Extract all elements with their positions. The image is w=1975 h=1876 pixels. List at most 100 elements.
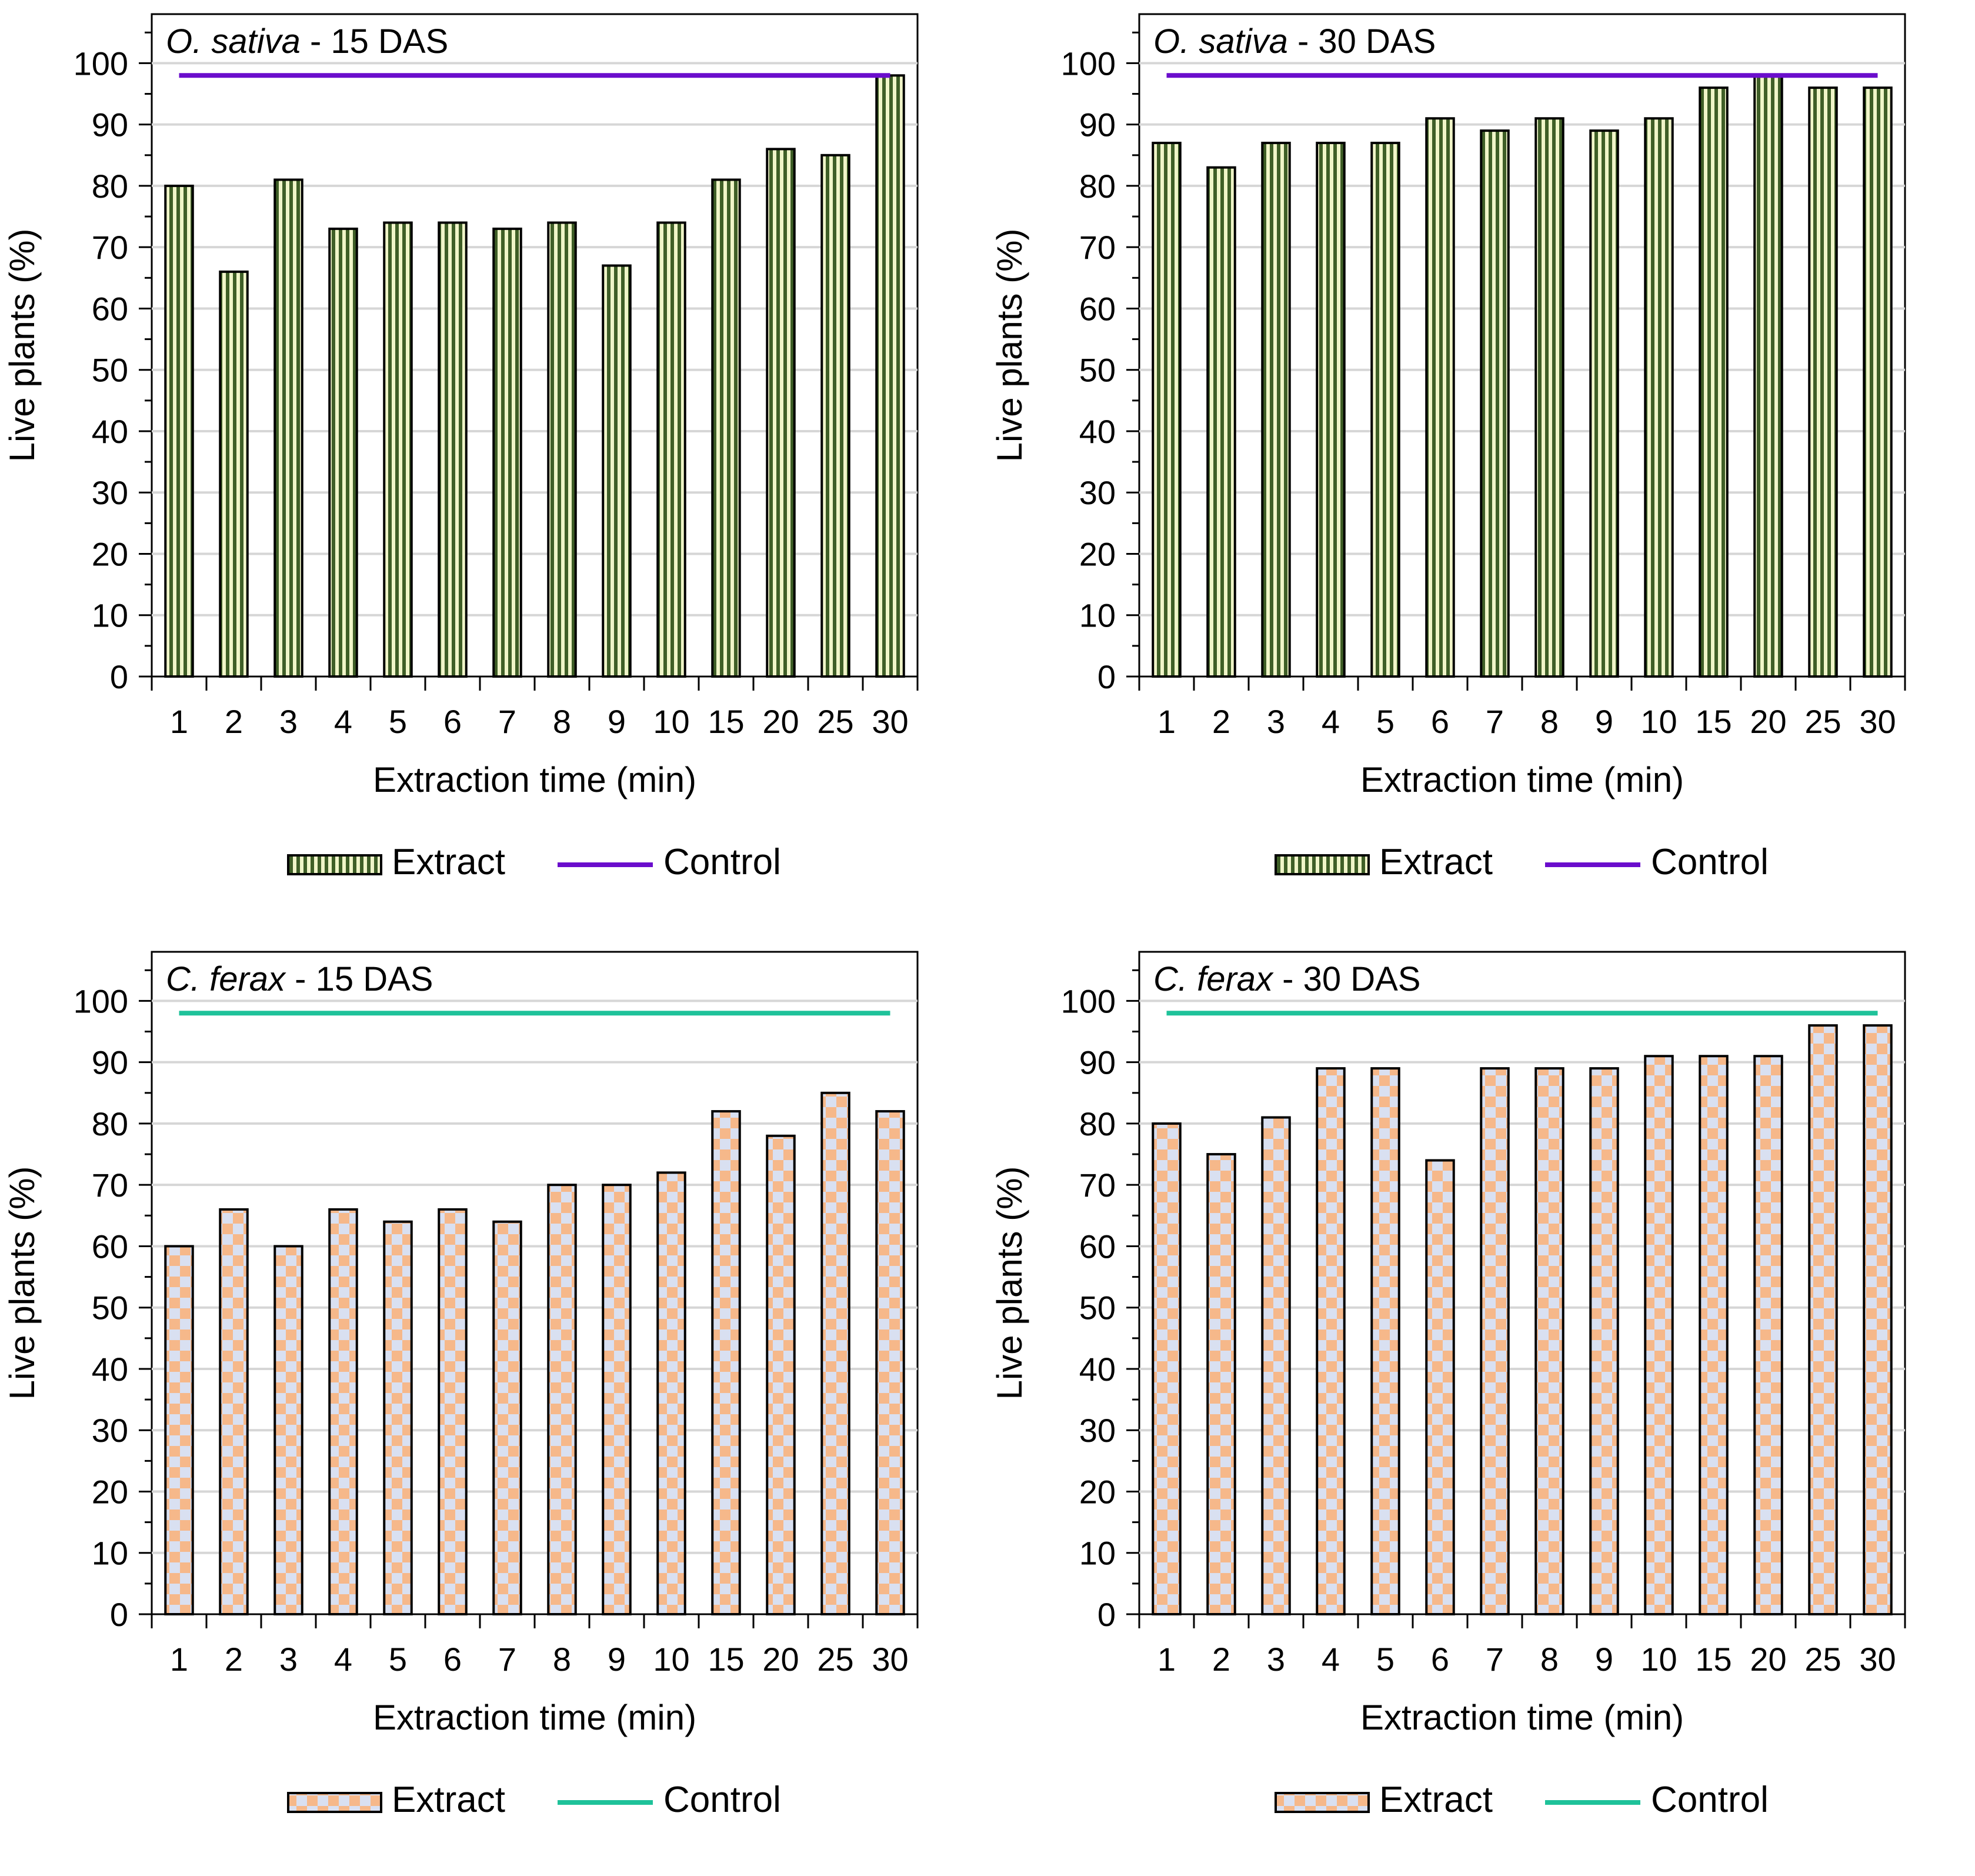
- bar-extract-4: [328, 227, 358, 678]
- bar-extract-20: [766, 148, 796, 678]
- x-tick-label: 2: [1212, 1641, 1230, 1678]
- legend-extract-label: Extract: [392, 1780, 505, 1820]
- y-tick-label: 90: [1079, 1044, 1116, 1081]
- chart-title-suffix: - 30 DAS: [1288, 22, 1436, 61]
- bar-extract-8: [547, 221, 577, 678]
- y-tick-label: 60: [1079, 290, 1116, 327]
- legend-extract-label: Extract: [1379, 842, 1493, 882]
- y-tick-label: 0: [1097, 658, 1116, 695]
- plot-area: [151, 13, 919, 678]
- x-tick-label: 10: [1640, 703, 1677, 740]
- bar-extract-20: [766, 1134, 796, 1615]
- x-tick-label: 5: [1376, 1641, 1394, 1678]
- y-tick-label: 100: [74, 45, 128, 82]
- y-tick-label: 30: [92, 1412, 128, 1449]
- chart-title: O. sativa - 15 DAS: [166, 22, 448, 61]
- chart-title: O. sativa - 30 DAS: [1153, 22, 1436, 61]
- x-tick-label: 4: [1322, 703, 1340, 740]
- bar-extract-3: [273, 178, 303, 678]
- bar-extract-20: [1753, 1055, 1783, 1616]
- plot-area: [1138, 951, 1906, 1615]
- bar-extract-1: [1152, 141, 1182, 678]
- y-tick-label: 0: [110, 1596, 128, 1633]
- x-tick-label: 8: [553, 703, 571, 740]
- bar-extract-9: [602, 264, 632, 678]
- x-tick-label: 4: [334, 1641, 352, 1678]
- x-tick-label: 2: [225, 1641, 243, 1678]
- chart-panel-o-sativa-15: 0 10 20 30 40 50 60 70 80 90 100 1 2 3 4 5 6 7 8 9 10 15 20 25 3…: [0, 0, 987, 938]
- chart-title-species: O. sativa: [1153, 22, 1288, 61]
- legend-extract-swatch: [1275, 854, 1370, 875]
- y-tick-label: 70: [1079, 1167, 1116, 1204]
- x-tick-label: 30: [872, 1641, 908, 1678]
- y-tick-label: 10: [1079, 597, 1116, 634]
- bar-extract-2: [219, 270, 249, 678]
- chart-c-ferax-30-das: 0 10 20 30 40 50 60 70 80 90 100 1 2 3 4 5 6 7 8 9 10 15 20 25 3…: [990, 951, 1906, 1820]
- bar-extract-8: [1534, 117, 1564, 678]
- bar-extract-25: [820, 1091, 850, 1615]
- y-tick-label: 20: [92, 1473, 128, 1510]
- bar-extract-5: [1370, 141, 1400, 678]
- x-tick-label: 10: [653, 1641, 689, 1678]
- x-tick-label: 4: [1322, 1641, 1340, 1678]
- x-tick-label: 5: [389, 703, 407, 740]
- x-tick-label: 15: [1695, 1641, 1732, 1678]
- bar-extract-3: [1261, 1116, 1291, 1615]
- y-tick-label: 100: [1061, 982, 1116, 1019]
- y-tick-label: 50: [92, 1289, 128, 1327]
- bar-extract-25: [1808, 86, 1838, 678]
- y-tick-label: 70: [92, 229, 128, 266]
- legend-extract-swatch: [287, 1792, 382, 1813]
- x-tick-label: 15: [1695, 703, 1732, 740]
- bar-extract-7: [1480, 1067, 1510, 1615]
- x-tick-label: 3: [1267, 703, 1285, 740]
- x-tick-label: 8: [1540, 703, 1559, 740]
- x-axis-label: Extraction time (min): [373, 760, 696, 799]
- y-tick-label: 100: [74, 982, 128, 1019]
- y-tick-label: 0: [1097, 1596, 1116, 1633]
- y-tick-label: 80: [1079, 1105, 1116, 1142]
- x-tick-label: 7: [1486, 703, 1504, 740]
- x-tick-label: 7: [1486, 1641, 1504, 1678]
- x-tick-label: 9: [608, 1641, 626, 1678]
- x-tick-label: 25: [817, 703, 853, 740]
- y-axis-label: Live plants (%): [2, 1167, 42, 1400]
- chart-title-species: O. sativa: [166, 22, 301, 61]
- x-tick-label: 25: [1804, 703, 1841, 740]
- x-axis-label: Extraction time (min): [1360, 760, 1684, 799]
- chart-title-suffix: - 30 DAS: [1273, 960, 1420, 998]
- x-tick-label: 30: [1859, 703, 1896, 740]
- x-tick-label: 6: [443, 703, 462, 740]
- y-tick-label: 90: [92, 106, 128, 144]
- x-tick-label: 1: [170, 703, 188, 740]
- y-tick-label: 90: [1079, 106, 1116, 144]
- x-tick-label: 15: [708, 1641, 744, 1678]
- y-tick-label: 20: [1079, 535, 1116, 572]
- bar-extract-15: [711, 1110, 741, 1615]
- x-tick-label: 10: [653, 703, 689, 740]
- bar-extract-30: [875, 1110, 905, 1615]
- x-tick-label: 10: [1640, 1641, 1677, 1678]
- y-tick-label: 50: [1079, 1289, 1116, 1327]
- x-tick-label: 15: [708, 703, 744, 740]
- x-tick-label: 9: [1595, 703, 1613, 740]
- bar-extract-9: [1589, 129, 1619, 678]
- bar-extract-30: [1863, 86, 1893, 678]
- bar-extract-8: [547, 1184, 577, 1615]
- bar-extract-7: [492, 227, 522, 678]
- bar-extract-25: [1808, 1024, 1838, 1616]
- x-tick-label: 9: [1595, 1641, 1613, 1678]
- bar-extract-10: [1644, 117, 1674, 678]
- y-tick-label: 40: [1079, 1351, 1116, 1388]
- chart-title: C. ferax - 15 DAS: [166, 960, 433, 998]
- x-tick-label: 20: [762, 703, 799, 740]
- bar-extract-10: [656, 1171, 686, 1616]
- bar-extract-7: [492, 1220, 522, 1616]
- bar-extract-7: [1480, 129, 1510, 678]
- x-tick-label: 6: [1431, 1641, 1449, 1678]
- chart-panel-c-ferax-30: 0 10 20 30 40 50 60 70 80 90 100 1 2 3 4 5 6 7 8 9 10 15 20 25 3…: [987, 938, 1975, 1875]
- x-tick-label: 3: [1267, 1641, 1285, 1678]
- y-tick-label: 20: [1079, 1473, 1116, 1510]
- y-tick-label: 80: [1079, 168, 1116, 205]
- x-tick-label: 20: [1750, 1641, 1786, 1678]
